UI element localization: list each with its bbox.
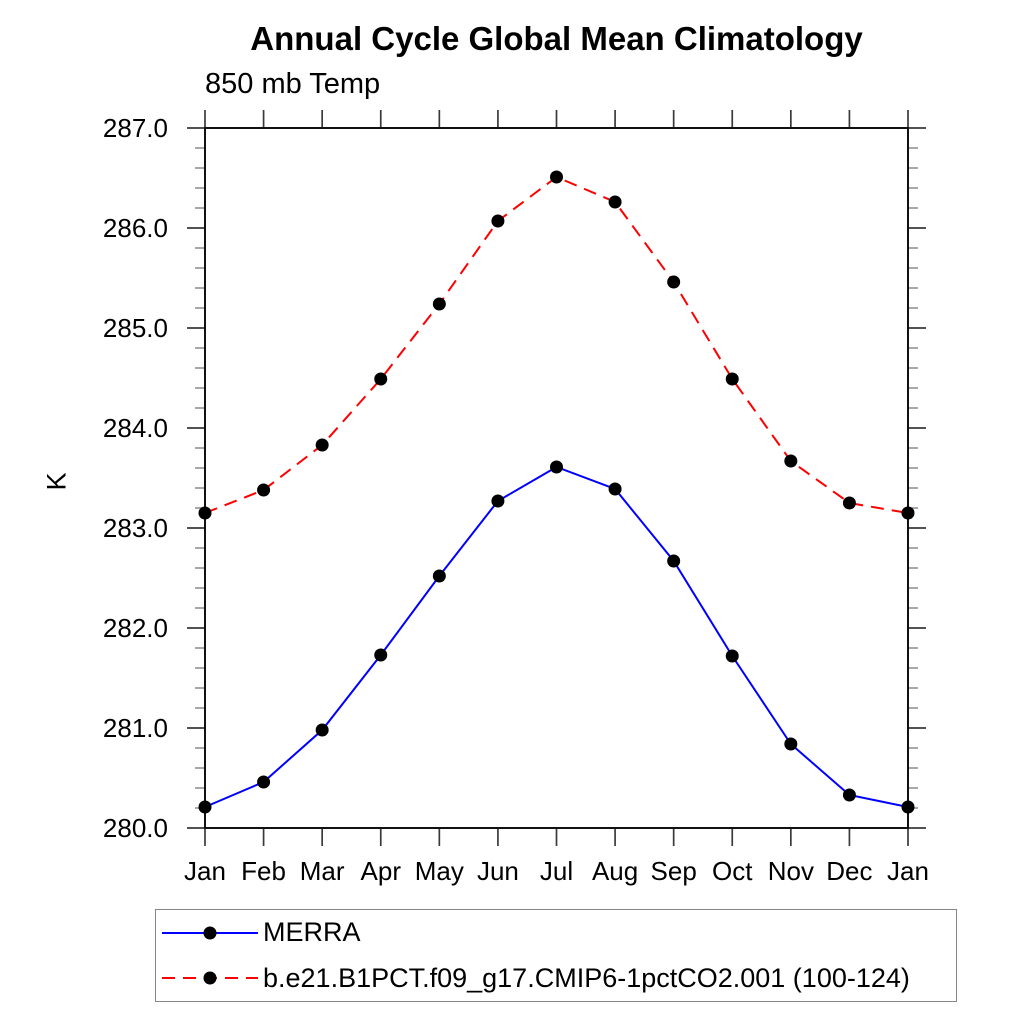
- x-tick-label: Apr: [361, 856, 402, 886]
- legend-label-model: b.e21.B1PCT.f09_g17.CMIP6-1pctCO2.001 (1…: [263, 962, 910, 993]
- chart-title: Annual Cycle Global Mean Climatology: [250, 20, 863, 57]
- chart-subtitle: 850 mb Temp: [205, 68, 381, 100]
- data-point-marker: [550, 170, 563, 184]
- legend-marker-dot-icon: [203, 926, 217, 940]
- x-tick-label: Feb: [241, 856, 286, 886]
- legend-label-merra: MERRA: [263, 917, 361, 948]
- data-point-marker: [491, 214, 505, 228]
- data-point-marker: [315, 438, 329, 452]
- data-point-marker: [842, 788, 856, 802]
- data-point-marker: [198, 506, 212, 520]
- x-tick-label: May: [415, 856, 464, 886]
- legend-line-sample-dashed: [162, 971, 258, 985]
- x-tick-label: Jan: [887, 856, 929, 886]
- plot-frame: [204, 127, 909, 829]
- legend-entry-model: b.e21.B1PCT.f09_g17.CMIP6-1pctCO2.001 (1…: [156, 958, 956, 998]
- x-tick-label: Jul: [540, 856, 573, 886]
- data-point-marker: [257, 483, 271, 497]
- data-point-marker: [725, 372, 739, 386]
- legend-entry-merra: MERRA: [156, 913, 956, 953]
- data-point-marker: [608, 482, 622, 496]
- data-point-marker: [432, 569, 446, 583]
- data-point-marker: [550, 460, 563, 474]
- y-tick-label: 287.0: [103, 113, 168, 143]
- x-tick-label: Nov: [768, 856, 814, 886]
- y-tick-label: 281.0: [103, 713, 168, 743]
- data-point-marker: [374, 648, 388, 662]
- data-point-marker: [901, 506, 915, 520]
- legend-marker-dot-icon: [203, 971, 217, 985]
- y-tick-label: 285.0: [103, 313, 168, 343]
- y-tick-label: 284.0: [103, 413, 168, 443]
- data-point-marker: [784, 737, 798, 751]
- data-point-marker: [667, 554, 681, 568]
- y-tick-label: 282.0: [103, 613, 168, 643]
- data-point-marker: [432, 297, 446, 311]
- data-point-marker: [842, 496, 856, 510]
- data-point-marker: [784, 454, 798, 468]
- data-point-marker: [198, 800, 212, 814]
- y-tick-label: 283.0: [103, 513, 168, 543]
- legend-line-sample-solid: [162, 926, 258, 940]
- data-point-marker: [901, 800, 915, 814]
- data-point-marker: [491, 494, 505, 508]
- series-line-0: [204, 465, 909, 808]
- data-point-marker: [257, 775, 271, 789]
- x-tick-label: Oct: [712, 856, 753, 886]
- data-point-marker: [667, 275, 681, 289]
- x-tick-label: Jun: [477, 856, 519, 886]
- data-point-marker: [315, 723, 329, 737]
- legend-box: MERRA b.e21.B1PCT.f09_g17.CMIP6-1pctCO2.…: [155, 909, 957, 1002]
- x-tick-label: Dec: [826, 856, 872, 886]
- data-point-marker: [725, 649, 739, 663]
- data-point-marker: [608, 195, 622, 209]
- x-tick-label: Sep: [651, 856, 697, 886]
- x-tick-label: Jan: [184, 856, 226, 886]
- y-tick-label: 280.0: [103, 813, 168, 843]
- x-tick-label: Aug: [592, 856, 638, 886]
- y-tick-label: 286.0: [103, 213, 168, 243]
- data-point-marker: [374, 372, 388, 386]
- x-tick-label: Mar: [300, 856, 345, 886]
